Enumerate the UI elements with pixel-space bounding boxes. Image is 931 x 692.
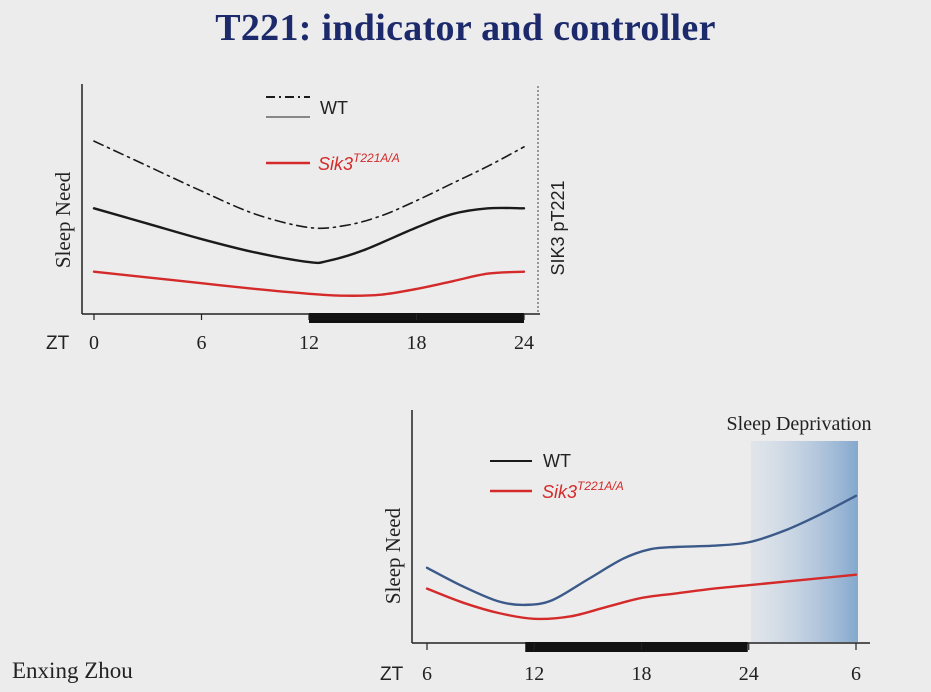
- bottom-chart-legend: WT Sik3T221A/A: [490, 451, 624, 502]
- bottom-chart-x-tick-label: 18: [632, 663, 652, 685]
- legend2-mutant-sup: T221A/A: [577, 479, 624, 493]
- bottom-chart-x-tick-label: 6: [851, 663, 861, 685]
- legend2-mutant-name: Sik3: [542, 482, 577, 502]
- top-chart-right-axis-title: SIK3 pT221: [548, 180, 568, 275]
- bottom-chart-x-tick-label: 24: [739, 663, 759, 685]
- top-chart-zt-label: ZT: [46, 333, 70, 354]
- top-chart-x-tick-label: 12: [299, 332, 319, 354]
- top-chart-x-tick-label: 0: [89, 332, 99, 354]
- top-chart-line-mutant_sleep_need: [92, 270, 526, 297]
- top-chart-line-wt_sleep_need: [92, 206, 526, 265]
- legend-mutant-sup: T221A/A: [353, 151, 400, 165]
- slide-title: T221: indicator and controller: [215, 7, 716, 49]
- top-chart-legend: WT Sik3T221A/A: [266, 96, 400, 174]
- legend-mutant-label: Sik3T221A/A: [318, 151, 400, 174]
- bottom-chart-x-tick-label: 12: [524, 663, 544, 685]
- top-chart-ticks: 0 6 12 18 24: [89, 314, 534, 354]
- sleep-deprivation-label: Sleep Deprivation: [727, 413, 872, 435]
- top-chart-x-tick-label: 24: [514, 332, 534, 354]
- sleep-deprivation-band: [750, 441, 858, 642]
- bottom-chart-ticks: 6 12 18 24 6: [422, 643, 861, 685]
- top-chart-x-tick-label: 18: [407, 332, 427, 354]
- legend2-wt-label: WT: [543, 451, 571, 471]
- bottom-chart-y-axis-title: Sleep Need: [381, 507, 405, 604]
- top-chart-line-wt_phospho: [93, 140, 525, 230]
- bottom-chart-zt-label: ZT: [380, 664, 404, 685]
- bottom-chart-line-mutant: [425, 573, 858, 621]
- bottom-chart-series: [425, 494, 858, 621]
- legend2-mutant-label: Sik3T221A/A: [542, 479, 624, 502]
- author-name: Enxing Zhou: [12, 658, 133, 683]
- legend-wt-label: WT: [320, 98, 348, 118]
- bottom-chart-line-wt: [425, 494, 858, 607]
- top-chart-x-tick-label: 6: [197, 332, 207, 354]
- top-chart-series: [92, 140, 526, 297]
- top-chart-y-axis-title: Sleep Need: [51, 171, 75, 268]
- legend-mutant-name: Sik3: [318, 154, 353, 174]
- bottom-chart-x-tick-label: 6: [422, 663, 432, 685]
- bottom-chart-dark-phase-bar: [525, 642, 748, 652]
